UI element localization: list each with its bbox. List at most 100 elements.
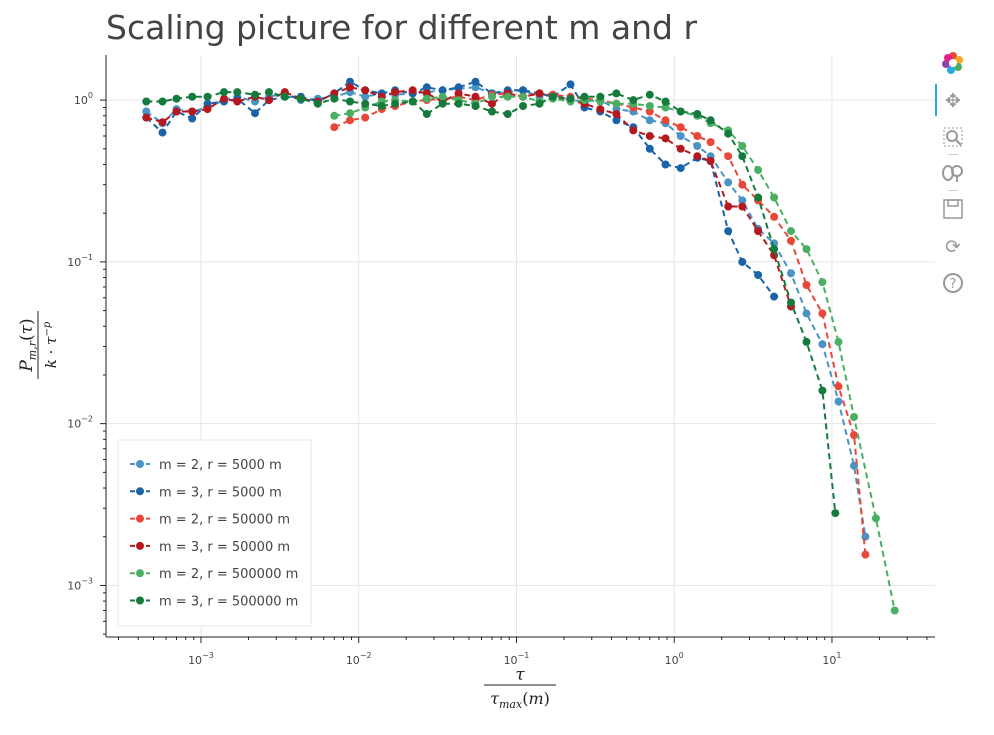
data-point[interactable]	[438, 99, 447, 108]
data-point[interactable]	[361, 99, 370, 108]
data-point[interactable]	[724, 202, 733, 211]
data-point[interactable]	[612, 116, 621, 125]
data-point[interactable]	[580, 92, 589, 101]
data-point[interactable]	[661, 160, 670, 169]
data-point[interactable]	[158, 118, 167, 127]
data-point[interactable]	[834, 397, 843, 406]
data-point[interactable]	[346, 116, 354, 125]
data-point[interactable]	[676, 132, 685, 140]
data-point[interactable]	[770, 193, 779, 202]
data-point[interactable]	[535, 89, 544, 98]
data-point[interactable]	[724, 227, 733, 236]
bokeh-logo-icon[interactable]	[940, 50, 966, 76]
data-point[interactable]	[233, 97, 242, 106]
data-point[interactable]	[676, 164, 685, 173]
data-point[interactable]	[296, 94, 305, 103]
data-point[interactable]	[787, 269, 795, 278]
data-point[interactable]	[142, 107, 151, 116]
data-point[interactable]	[661, 103, 670, 112]
data-point[interactable]	[265, 88, 273, 97]
data-point[interactable]	[787, 227, 795, 236]
data-point[interactable]	[818, 309, 827, 318]
legend-item[interactable]: m = 3, r = 50000 m	[130, 540, 290, 555]
data-point[interactable]	[488, 92, 496, 101]
data-point[interactable]	[645, 90, 654, 99]
data-point[interactable]	[535, 99, 544, 108]
data-point[interactable]	[754, 227, 763, 236]
data-point[interactable]	[802, 337, 811, 346]
data-point[interactable]	[612, 89, 621, 98]
data-point[interactable]	[361, 113, 370, 122]
data-point[interactable]	[724, 178, 733, 187]
data-point[interactable]	[142, 97, 151, 106]
data-point[interactable]	[738, 180, 747, 189]
legend[interactable]: m = 2, r = 5000 m m = 3, r = 5000 m m = 2,…	[117, 439, 312, 627]
data-point[interactable]	[738, 202, 747, 211]
data-point[interactable]	[693, 152, 702, 161]
data-point[interactable]	[645, 107, 654, 116]
legend-item[interactable]: m = 2, r = 50000 m	[130, 513, 290, 528]
data-point[interactable]	[142, 113, 151, 122]
data-point[interactable]	[629, 96, 638, 105]
data-point[interactable]	[802, 281, 811, 289]
data-point[interactable]	[770, 245, 779, 254]
data-point[interactable]	[313, 99, 322, 108]
data-point[interactable]	[861, 550, 870, 559]
data-point[interactable]	[251, 90, 259, 99]
data-point[interactable]	[834, 382, 843, 391]
data-point[interactable]	[172, 107, 181, 116]
data-point[interactable]	[645, 132, 654, 140]
data-point[interactable]	[471, 83, 480, 92]
data-point[interactable]	[203, 92, 212, 101]
data-point[interactable]	[330, 123, 339, 132]
data-point[interactable]	[346, 83, 354, 92]
data-point[interactable]	[422, 94, 431, 103]
data-point[interactable]	[408, 97, 417, 106]
data-point[interactable]	[391, 99, 400, 108]
data-point[interactable]	[818, 278, 827, 287]
data-point[interactable]	[661, 116, 670, 125]
data-point[interactable]	[346, 97, 354, 106]
data-point[interactable]	[645, 116, 654, 125]
data-point[interactable]	[471, 92, 480, 101]
data-point[interactable]	[645, 144, 654, 153]
data-point[interactable]	[422, 110, 431, 118]
data-point[interactable]	[693, 110, 702, 118]
data-point[interactable]	[330, 94, 339, 103]
legend-item[interactable]: m = 3, r = 5000 m	[130, 485, 282, 500]
data-point[interactable]	[834, 337, 843, 346]
data-point[interactable]	[661, 134, 670, 143]
data-point[interactable]	[566, 80, 575, 89]
data-point[interactable]	[454, 99, 463, 108]
data-point[interactable]	[770, 212, 779, 221]
data-point[interactable]	[188, 114, 197, 123]
data-point[interactable]	[566, 94, 575, 103]
data-point[interactable]	[724, 152, 733, 161]
data-point[interactable]	[361, 86, 370, 95]
data-point[interactable]	[706, 157, 715, 165]
data-point[interactable]	[738, 142, 747, 150]
data-point[interactable]	[172, 94, 181, 103]
data-point[interactable]	[203, 105, 212, 114]
data-point[interactable]	[871, 514, 880, 523]
data-point[interactable]	[251, 109, 259, 118]
save-icon[interactable]	[940, 196, 966, 222]
data-point[interactable]	[818, 340, 827, 349]
data-point[interactable]	[454, 83, 463, 92]
help-icon[interactable]: ?	[940, 270, 966, 296]
data-point[interactable]	[738, 196, 747, 205]
data-point[interactable]	[548, 92, 557, 101]
data-point[interactable]	[488, 107, 496, 116]
data-point[interactable]	[454, 89, 463, 98]
data-point[interactable]	[629, 126, 638, 135]
data-point[interactable]	[488, 99, 496, 108]
data-point[interactable]	[802, 245, 811, 254]
data-point[interactable]	[818, 386, 827, 395]
data-point[interactable]	[377, 102, 386, 110]
data-point[interactable]	[471, 77, 480, 86]
data-point[interactable]	[612, 99, 621, 108]
data-point[interactable]	[738, 257, 747, 266]
data-point[interactable]	[770, 292, 779, 301]
data-point[interactable]	[438, 86, 447, 95]
data-point[interactable]	[346, 109, 354, 118]
